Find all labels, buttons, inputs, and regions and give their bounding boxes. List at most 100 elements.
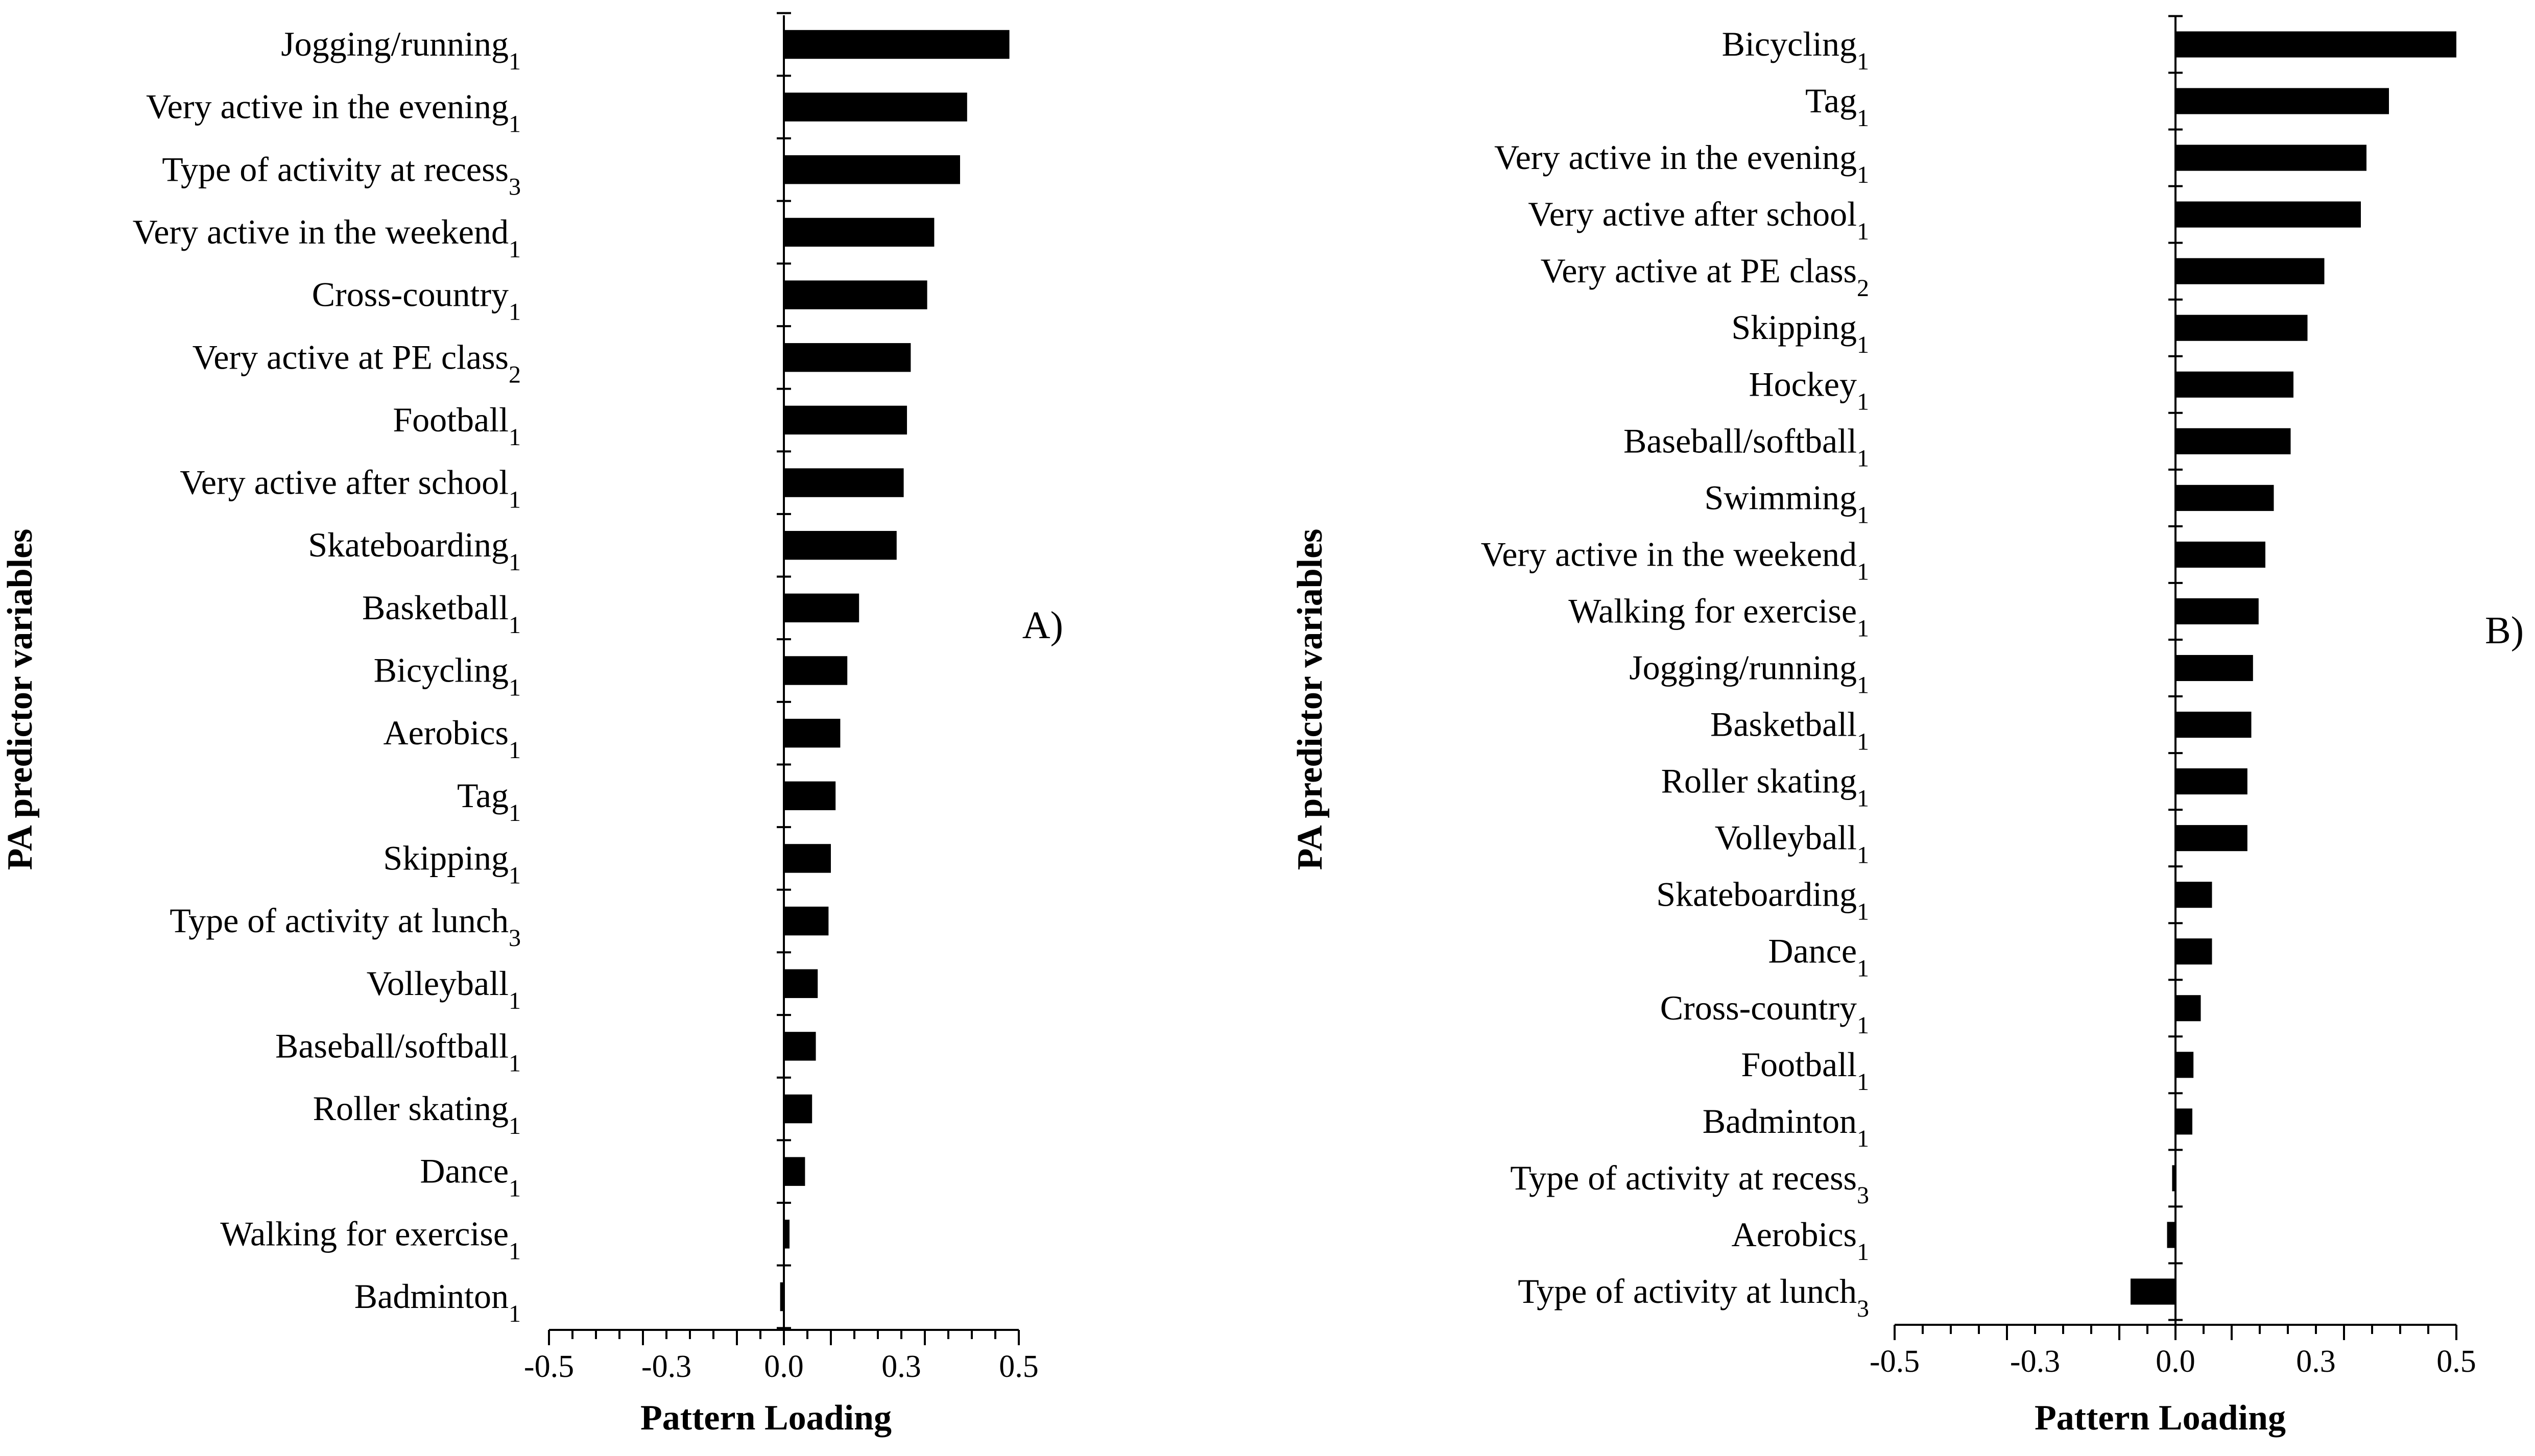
panel-a-category-label: Very active at PE class2: [193, 337, 521, 388]
panel-b-category-label: Very active at PE class2: [1541, 251, 1869, 302]
panel-a-bar: [784, 1094, 812, 1124]
panel-a-bar: [784, 1220, 790, 1249]
panel-a-bar: [784, 844, 831, 873]
panel-a-x-tick-label: 0.5: [999, 1349, 1039, 1384]
panel-b-category-label: Basketball1: [1710, 705, 1869, 756]
panel-b-x-tick-label: 0.5: [2436, 1344, 2476, 1379]
panel-a-category-label: Bicycling1: [374, 651, 521, 701]
panel-a-bar: [784, 969, 818, 998]
panel-b-category-label: Cross-country1: [1660, 988, 1869, 1039]
panel-a-bar: [784, 906, 829, 936]
panel-b-bar: [2175, 428, 2291, 454]
panel-b-bar: [2175, 88, 2389, 114]
panel-b-x-axis-title: Pattern Loading: [2035, 1398, 2286, 1438]
panel-a-category-label: Type of activity at lunch3: [170, 901, 521, 952]
panel-b-bar: [2175, 31, 2456, 58]
panel-b-category-label: Jogging/running1: [1629, 648, 1869, 699]
panel-a-category-label: Skateboarding1: [308, 525, 521, 576]
panel-b-bar: [2175, 144, 2366, 171]
panel-a-bar: [784, 280, 927, 309]
panel-b-bar: [2175, 598, 2259, 624]
panel-a-category-label: Roller skating1: [313, 1089, 521, 1139]
panel-a-bar: [784, 405, 907, 435]
panel-a-category-label: Football1: [393, 400, 521, 451]
panel-a-bar: [784, 656, 848, 685]
panel-a-bar: [784, 343, 911, 372]
panel-b-category-label: Roller skating1: [1661, 762, 1869, 812]
panel-b-category-label: Skateboarding1: [1656, 875, 1869, 926]
panel-b-category-label: Hockey1: [1749, 365, 1869, 415]
panel-a-bar: [784, 217, 935, 247]
panel-a-bar: [784, 530, 897, 560]
panel-b-category-label: Baseball/softball1: [1623, 421, 1869, 472]
panel-b-bar: [2175, 882, 2212, 908]
panel-a-category-label: Very active after school1: [180, 463, 521, 514]
panel-a-category-label: Basketball1: [362, 588, 521, 639]
panel-b-bar: [2175, 484, 2274, 511]
panel-b-category-label: Badminton1: [1703, 1102, 1869, 1152]
panel-a-x-tick-label: -0.3: [641, 1349, 691, 1384]
panel-a-category-label: Very active in the weekend1: [133, 212, 521, 263]
panel-b-panel-label: B): [2485, 609, 2524, 652]
panel-b-category-label: Skipping1: [1731, 308, 1869, 358]
panel-a-bar: [784, 718, 841, 748]
panel-b-category-label: Swimming1: [1705, 478, 1870, 528]
panel-a-x-tick-label: 0.3: [881, 1349, 921, 1384]
panel-a-bar: [784, 155, 960, 184]
panel-b-bar: [2175, 825, 2247, 852]
panel-b-category-label: Very active in the weekend1: [1481, 535, 1869, 585]
panel-a-category-label: Type of activity at recess3: [162, 150, 521, 200]
panel-a-bar: [784, 468, 904, 497]
panel-b-category-label: Aerobics1: [1732, 1215, 1869, 1266]
panel-b-category-label: Very active after school1: [1528, 195, 1869, 245]
panel-b-bar: [2175, 541, 2265, 568]
panel-a-panel-label: A): [1022, 604, 1063, 647]
panel-a-x-tick-label: 0.0: [764, 1349, 804, 1384]
panel-a-bar: [784, 1157, 805, 1186]
panel-a-x-tick-label: -0.5: [524, 1349, 574, 1384]
panel-a-category-label: Badminton1: [354, 1277, 521, 1327]
panel-a-bar: [784, 593, 859, 623]
panel-b-chart: Bicycling1 Tag1 Very active in the evening…: [1290, 15, 2524, 1438]
panel-a-category-label: Jogging/running1: [281, 25, 521, 75]
panel-a-y-axis-title: PA predictor variables: [1, 529, 40, 870]
panel-a-category-label: Very active in the evening1: [146, 87, 521, 138]
panel-b-bar: [2175, 201, 2361, 228]
panel-a-category-label: Cross-country1: [312, 275, 521, 326]
panel-b-bar: [2175, 258, 2325, 284]
panel-b-bar: [2175, 1108, 2192, 1135]
panel-b-x-tick-label: -0.3: [2010, 1344, 2060, 1379]
panel-b-bar: [2175, 1052, 2194, 1078]
panel-b-category-label: Football1: [1741, 1045, 1869, 1096]
panel-a-category-label: Dance1: [420, 1152, 521, 1202]
panel-b-category-label: Tag1: [1805, 81, 1869, 132]
panel-b-category-label: Very active in the evening1: [1494, 138, 1869, 188]
panel-b-y-axis-title: PA predictor variables: [1290, 529, 1330, 870]
panel-b-category-label: Walking for exercise1: [1568, 591, 1869, 642]
panel-b-category-label: Volleyball1: [1715, 818, 1869, 869]
panel-b-bar: [2175, 938, 2212, 965]
panel-b-bar: [2167, 1222, 2175, 1248]
panel-b-bar: [2175, 314, 2308, 341]
panel-b-bar: [2175, 768, 2247, 795]
panel-a-category-label: Aerobics1: [384, 713, 521, 764]
panel-b-bar: [2175, 371, 2293, 398]
panel-a-category-label: Baseball/softball1: [275, 1026, 521, 1077]
panel-a-bar: [784, 1032, 816, 1061]
panel-a-category-label: Volleyball1: [367, 964, 521, 1014]
panel-b-bar: [2175, 995, 2201, 1022]
panel-b-x-tick-label: -0.5: [1870, 1344, 1920, 1379]
panel-a-category-label: Tag1: [457, 776, 521, 827]
panel-b-bar: [2175, 712, 2252, 738]
panel-b-category-label: Dance1: [1768, 932, 1869, 982]
panel-a-bar: [784, 781, 836, 811]
panel-a-category-label: Skipping1: [383, 838, 521, 889]
panel-a-bar: [784, 30, 1010, 59]
panel-a-bar: [784, 92, 967, 122]
panel-b-bar: [2131, 1278, 2175, 1305]
panel-b-category-label: Type of activity at recess3: [1510, 1158, 1869, 1209]
panel-a-category-label: Walking for exercise1: [220, 1214, 521, 1265]
panel-b-category-label: Type of activity at lunch3: [1518, 1272, 1869, 1322]
panel-b-bar: [2175, 654, 2253, 682]
